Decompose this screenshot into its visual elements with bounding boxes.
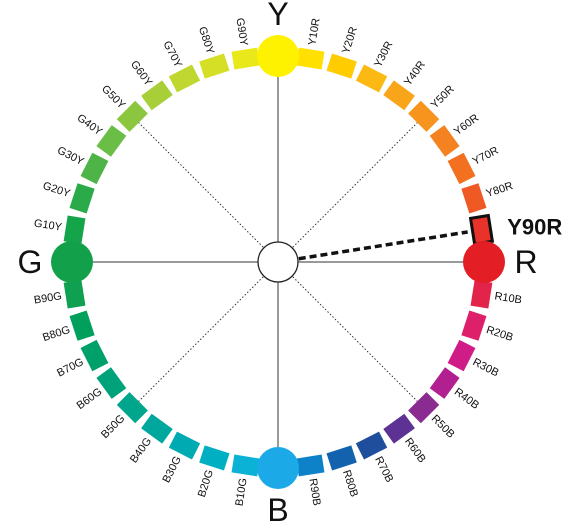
swatch-g40y [96,125,127,157]
label-r30b: R30B [471,356,501,379]
label-b40g: B40G [128,436,154,466]
label-g30y: G30Y [55,144,86,168]
swatch-y20r [326,53,357,79]
diagonal-guide-line [137,276,264,403]
diagonal-guide-line [292,276,419,403]
center-circle [257,241,299,283]
swatch-y30r [355,64,388,93]
highlighted-hue-label: Y90R [507,214,562,239]
label-y60r: Y60R [452,112,481,138]
label-b80g: B80G [41,324,71,344]
label-r20b: R20B [485,324,515,344]
swatch-g90y [231,47,261,70]
swatch-y60r [429,125,460,157]
swatch-g10y [63,215,86,245]
label-y40r: Y40R [402,59,428,88]
swatch-g30y [80,152,109,185]
swatch-b50g [116,392,148,424]
swatch-y80r [461,183,487,214]
label-y70r: Y70R [471,145,501,168]
label-r60b: R60B [402,436,428,465]
primary-g-label: G [18,244,43,280]
primary-y-label: Y [267,0,288,32]
diagonal-guide-line [292,121,419,248]
swatch-b60g [96,367,127,399]
label-b10g: B10G [233,477,249,507]
swatch-r10b [470,279,493,309]
primary-r-circle [463,241,505,283]
swatch-r50b [408,392,440,424]
swatch-g50y [116,100,148,132]
label-g80y: G80Y [196,25,216,56]
swatch-b40g [141,413,173,444]
label-g70y: G70Y [160,39,184,70]
swatch-y40r [383,80,415,111]
guide-lines [72,56,484,468]
label-r40b: R40B [452,386,481,412]
swatch-b30g [168,431,201,460]
swatch-r30b [447,339,476,372]
swatch-g80y [199,53,230,79]
swatch-g60y [141,80,173,111]
hue-swatches [63,47,495,477]
label-b70g: B70G [55,356,86,379]
label-y50r: Y50R [429,83,457,111]
swatch-g20y [69,183,95,214]
swatch-r60b [383,413,415,444]
label-g50y: G50Y [99,83,128,112]
label-y80r: Y80R [485,180,515,200]
diagonal-guide-line [137,121,264,248]
swatch-b90g [63,279,86,309]
swatch-g70y [168,64,201,93]
primary-b-circle [257,447,299,489]
swatch-r40b [429,367,460,399]
primary-y-circle [257,35,299,77]
swatch-b70g [80,339,109,372]
swatch-y90r [468,213,495,246]
swatch-y50r [408,100,440,132]
label-r10b: R10B [494,290,523,306]
label-y20r: Y20R [340,25,360,55]
swatch-b20g [199,445,230,471]
primary-g-circle [51,241,93,283]
swatch-b80g [69,310,95,341]
center [257,241,299,283]
label-r70b: R70B [372,455,395,485]
label-r80b: R80B [340,469,360,499]
highlight-pointer-line [298,230,468,261]
label-b30g: B30G [160,454,183,485]
label-g10y: G10Y [33,217,63,233]
swatch-r90b [295,454,325,477]
primary-colors: Y R B G [18,0,538,522]
swatch-r70b [355,431,388,460]
swatch-r20b [461,310,487,341]
label-r90b: R90B [306,478,322,507]
label-y30r: Y30R [372,39,395,69]
primary-b-label: B [267,492,288,522]
label-b60g: B60G [75,386,105,412]
label-g20y: G20Y [41,180,72,200]
swatch-r80b [326,445,357,471]
label-g40y: G40Y [75,112,105,139]
label-b90g: B90G [33,290,63,306]
label-b50g: B50G [99,413,127,441]
swatch-b10g [231,454,261,477]
label-b20g: B20G [196,468,216,498]
primary-r-label: R [514,244,537,280]
label-g60y: G60Y [128,59,155,89]
label-r50b: R50B [429,413,457,441]
label-y10r: Y10R [306,17,322,46]
label-g90y: G90Y [233,17,249,47]
swatch-y70r [447,152,476,185]
swatch-y10r [295,47,325,70]
